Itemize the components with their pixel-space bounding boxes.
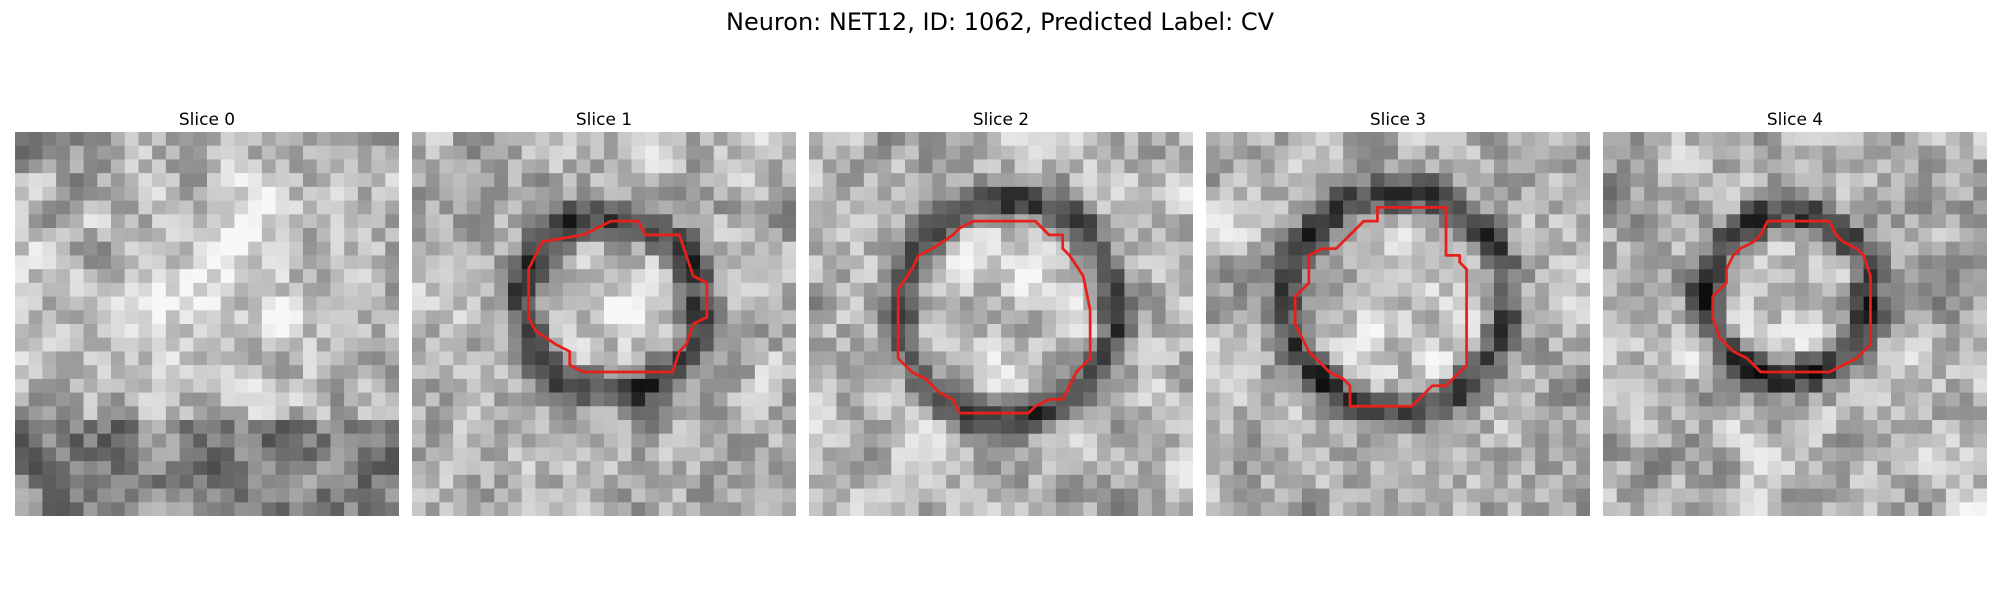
panel-slice-1: Slice 1: [412, 108, 796, 516]
panel-slice-0: Slice 0: [15, 108, 399, 516]
slice-image: [412, 132, 796, 516]
segmentation-contour: [527, 219, 709, 374]
slice-image: [1603, 132, 1987, 516]
panel-slice-4: Slice 4: [1603, 108, 1987, 516]
panel-title: Slice 1: [575, 110, 633, 130]
panel-title: Slice 4: [1766, 110, 1824, 130]
panel-title: Slice 2: [972, 110, 1030, 130]
slice-image: [15, 132, 399, 516]
segmentation-contour: [1711, 219, 1872, 374]
segmentation-contour: [896, 219, 1092, 415]
segmentation-contour: [1293, 206, 1468, 408]
figure-title: Neuron: NET12, ID: 1062, Predicted Label…: [726, 8, 1274, 36]
slice-image: [1206, 132, 1590, 516]
panel-title: Slice 3: [1369, 110, 1427, 130]
slice-image: [809, 132, 1193, 516]
panel-title: Slice 0: [178, 110, 236, 130]
panel-slice-2: Slice 2: [809, 108, 1193, 516]
panel-slice-3: Slice 3: [1206, 108, 1590, 516]
